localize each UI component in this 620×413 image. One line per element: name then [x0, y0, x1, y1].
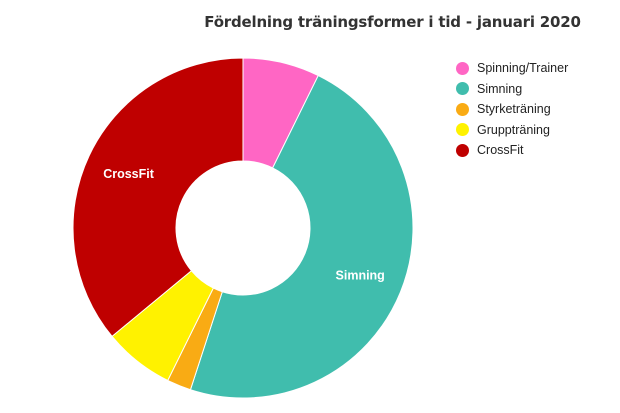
legend-item[interactable]: CrossFit — [456, 140, 568, 161]
legend-label: CrossFit — [477, 143, 524, 158]
legend-item[interactable]: Styrketräning — [456, 99, 568, 120]
legend-swatch — [456, 143, 469, 157]
legend-label: Styrketräning — [477, 102, 551, 117]
legend-item[interactable]: Simning — [456, 79, 568, 100]
legend-swatch — [456, 102, 469, 116]
slice-label: CrossFit — [103, 167, 155, 181]
legend-swatch — [456, 82, 469, 96]
slice-simning[interactable] — [189, 74, 414, 399]
legend-item[interactable]: Gruppträning — [456, 120, 568, 141]
chart-title: Fördelning träningsformer i tid - januar… — [204, 13, 581, 31]
legend-label: Gruppträning — [477, 122, 550, 137]
legend-swatch — [456, 61, 469, 75]
legend-label: Simning — [477, 81, 523, 96]
legend: Spinning/Trainer Simning Styrketräning Grup… — [456, 58, 568, 161]
legend-label: Spinning/Trainer — [477, 61, 569, 76]
slice-crossfit[interactable] — [72, 57, 244, 338]
slice-label: Simning — [336, 269, 385, 283]
legend-item[interactable]: Spinning/Trainer — [456, 58, 568, 79]
legend-swatch — [456, 123, 469, 137]
